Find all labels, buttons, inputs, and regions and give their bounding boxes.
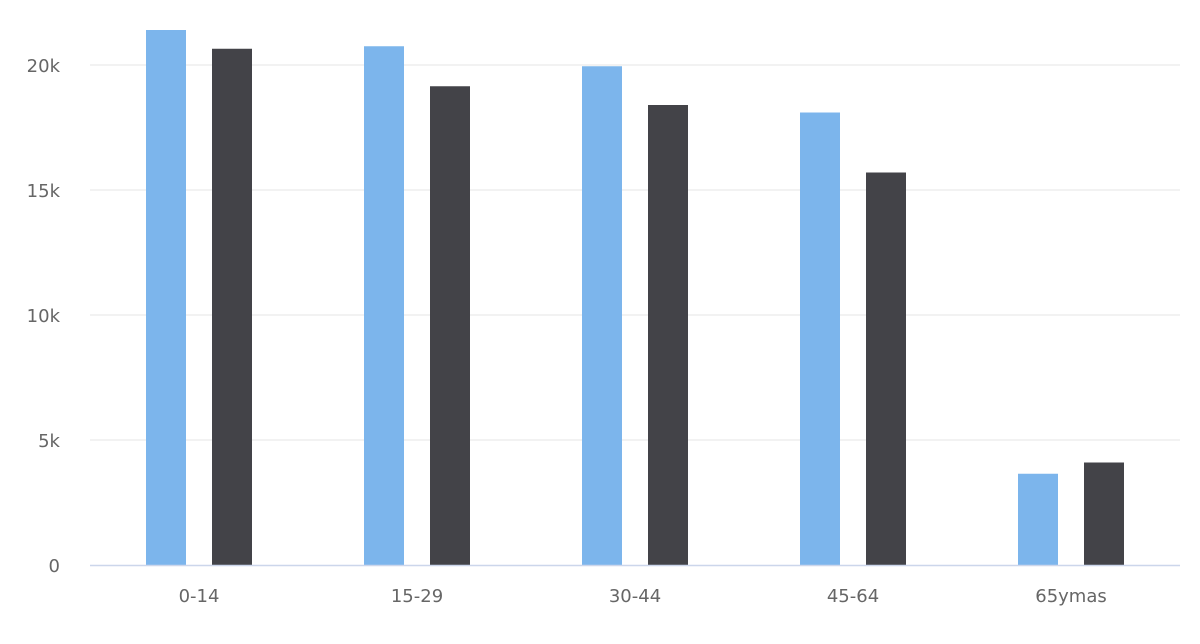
y-tick-label: 20k — [27, 56, 61, 77]
x-tick-label: 30-44 — [609, 586, 661, 607]
bar-series-2-0-14[interactable] — [212, 48, 252, 565]
axes: 0 5k 10k 15k 20k 0-14 15-29 30-44 45-64 65ymas — [27, 56, 1180, 607]
bar-series-2-45-64[interactable] — [866, 172, 906, 566]
bar-series-1-65ymas[interactable] — [1018, 473, 1058, 565]
bar-series-1-30-44[interactable] — [582, 66, 622, 565]
bars — [146, 30, 1124, 565]
x-tick-label: 65ymas — [1035, 586, 1107, 607]
gridlines — [90, 64, 1180, 441]
bar-series-1-0-14[interactable] — [146, 30, 186, 565]
bar-series-2-65ymas[interactable] — [1084, 462, 1124, 566]
bar-series-1-45-64[interactable] — [800, 112, 840, 566]
x-tick-label: 0-14 — [179, 586, 220, 607]
bar-series-2-15-29[interactable] — [430, 86, 470, 565]
y-tick-label: 15k — [27, 181, 61, 202]
bar-series-1-15-29[interactable] — [364, 46, 404, 565]
x-tick-label: 45-64 — [827, 586, 879, 607]
bar-series-2-30-44[interactable] — [648, 105, 688, 565]
x-tick-label: 15-29 — [391, 586, 443, 607]
y-tick-label: 0 — [49, 556, 60, 577]
y-tick-label: 10k — [27, 306, 61, 327]
y-tick-label: 5k — [38, 431, 60, 452]
